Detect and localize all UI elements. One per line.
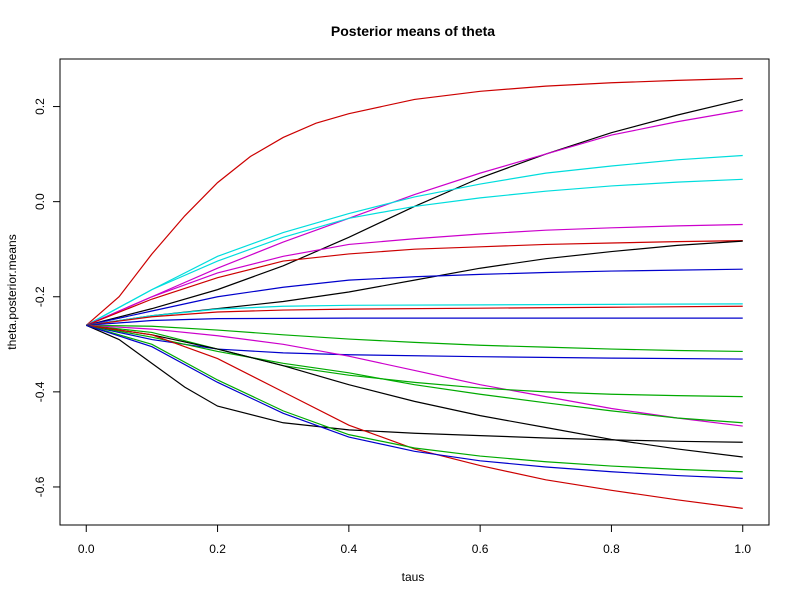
y-tick-label: -0.2 [33,286,47,307]
series-line-21 [86,324,743,473]
series-line-4 [85,154,743,326]
x-tick-label: 0.2 [209,542,226,556]
series-line-20 [86,324,743,509]
y-tick-label: 0.2 [33,98,47,115]
series-line-3 [86,109,743,326]
series-line-12 [86,317,743,326]
series-line-11 [86,305,743,326]
x-tick-label: 1.0 [734,542,751,556]
series-line-14 [86,324,743,360]
series-line-10 [86,303,743,326]
x-axis-label: taus [402,570,425,584]
series-line-19 [86,324,743,443]
series-line-18 [86,324,743,458]
series-line-15 [86,324,743,427]
x-tick-label: 0.0 [78,542,95,556]
x-tick-label: 0.4 [341,542,358,556]
y-axis: -0.6 -0.4 -0.2 0.0 0.2 [33,98,61,497]
y-tick-label: -0.6 [33,476,47,497]
y-tick-label: -0.4 [33,381,47,402]
series-line-5 [85,178,743,326]
series-line-9 [86,268,743,326]
series-line-1 [85,77,743,326]
chart-title: Posterior means of theta [331,23,495,39]
series-line-7 [86,240,743,326]
x-tick-label: 0.8 [603,542,620,556]
series-line-16 [86,324,743,398]
x-tick-label: 0.6 [472,542,489,556]
series-line-13 [86,324,743,353]
x-axis: 0.0 0.2 0.4 0.6 0.8 1.0 [78,524,751,556]
y-axis-label: theta.posterior.means [5,234,19,349]
series-line-2 [86,98,743,326]
series-line-17 [86,324,743,424]
series-line-6 [86,223,743,326]
y-tick-label: 0.0 [33,193,47,210]
series-layer [85,77,743,509]
series-line-22 [86,324,743,479]
